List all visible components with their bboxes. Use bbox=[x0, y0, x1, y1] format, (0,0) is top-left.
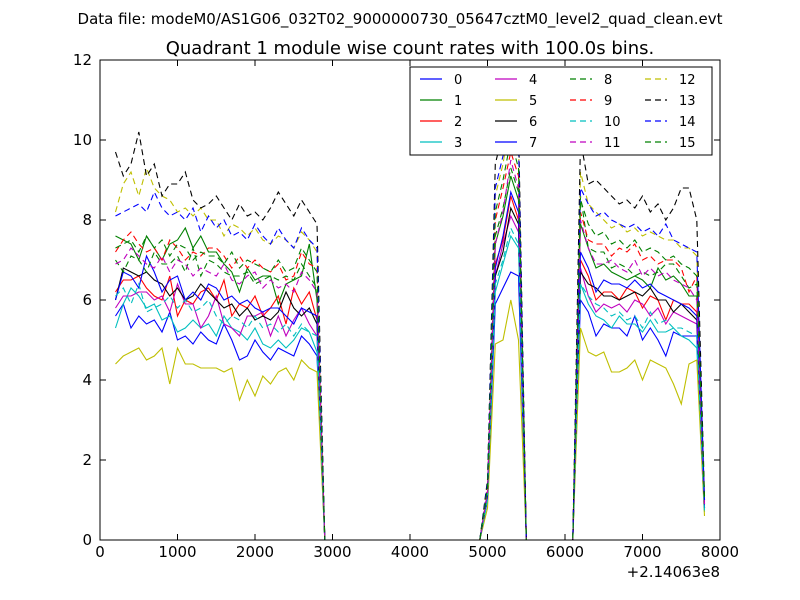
legend-label-6: 6 bbox=[529, 115, 537, 130]
legend-label-9: 9 bbox=[604, 94, 612, 109]
legend-label-7: 7 bbox=[529, 136, 537, 151]
legend-label-3: 3 bbox=[454, 136, 462, 151]
series-line-10 bbox=[115, 226, 706, 540]
axis-layer: 0 1000 2000 3000 4000 5000 6000 7000 80000246810… bbox=[73, 51, 739, 561]
series-line-2 bbox=[115, 195, 706, 540]
legend-label-5: 5 bbox=[529, 94, 537, 109]
series-line-3 bbox=[114, 234, 706, 540]
x-offset-label: +2.14063e8 bbox=[627, 563, 720, 581]
x-tick-label: 5000 bbox=[468, 543, 506, 561]
series-line-1 bbox=[115, 175, 706, 540]
legend-label-12: 12 bbox=[679, 73, 696, 88]
series-line-0 bbox=[115, 271, 706, 540]
legend-label-11: 11 bbox=[604, 136, 621, 151]
x-tick-label: 1000 bbox=[158, 543, 196, 561]
legend-label-15: 15 bbox=[679, 136, 696, 151]
legend-label-10: 10 bbox=[604, 115, 621, 130]
y-tick-label: 6 bbox=[82, 291, 92, 309]
y-tick-label: 0 bbox=[82, 531, 92, 549]
series-line-9 bbox=[115, 149, 706, 540]
x-tick-label: 2000 bbox=[236, 543, 274, 561]
x-tick-label: 6000 bbox=[546, 543, 584, 561]
y-tick-label: 12 bbox=[73, 51, 92, 69]
legend-label-13: 13 bbox=[679, 94, 696, 109]
series-line-6 bbox=[114, 206, 706, 540]
series-line-5 bbox=[115, 299, 706, 540]
y-tick-label: 4 bbox=[82, 371, 92, 389]
chart-title: Quadrant 1 module wise count rates with … bbox=[166, 38, 655, 59]
legend-label-4: 4 bbox=[529, 73, 537, 88]
series-line-8 bbox=[115, 167, 706, 540]
series-line-12 bbox=[114, 115, 706, 540]
series-line-13 bbox=[114, 91, 706, 540]
series-line-14 bbox=[115, 115, 706, 540]
legend-label-0: 0 bbox=[454, 73, 462, 88]
y-tick-label: 2 bbox=[82, 451, 92, 469]
x-tick-label: 8000 bbox=[701, 543, 739, 561]
legend-label-2: 2 bbox=[454, 115, 462, 130]
series-line-7 bbox=[114, 189, 706, 540]
legend-label-14: 14 bbox=[679, 115, 696, 130]
x-tick-label: 3000 bbox=[313, 543, 351, 561]
y-tick-label: 8 bbox=[82, 211, 92, 229]
x-tick-label: 4000 bbox=[391, 543, 429, 561]
legend-box bbox=[409, 66, 713, 156]
series-line-4 bbox=[115, 214, 706, 540]
y-tick-label: 10 bbox=[73, 131, 92, 149]
series-line-15 bbox=[115, 139, 706, 540]
x-tick-label: 7000 bbox=[623, 543, 661, 561]
x-tick-label: 0 bbox=[95, 543, 105, 561]
legend-label-1: 1 bbox=[454, 94, 462, 109]
series-layer bbox=[114, 91, 706, 540]
legend-label-8: 8 bbox=[604, 73, 612, 88]
suptitle: Data file: modeM0/AS1G06_032T02_90000007… bbox=[78, 10, 723, 29]
